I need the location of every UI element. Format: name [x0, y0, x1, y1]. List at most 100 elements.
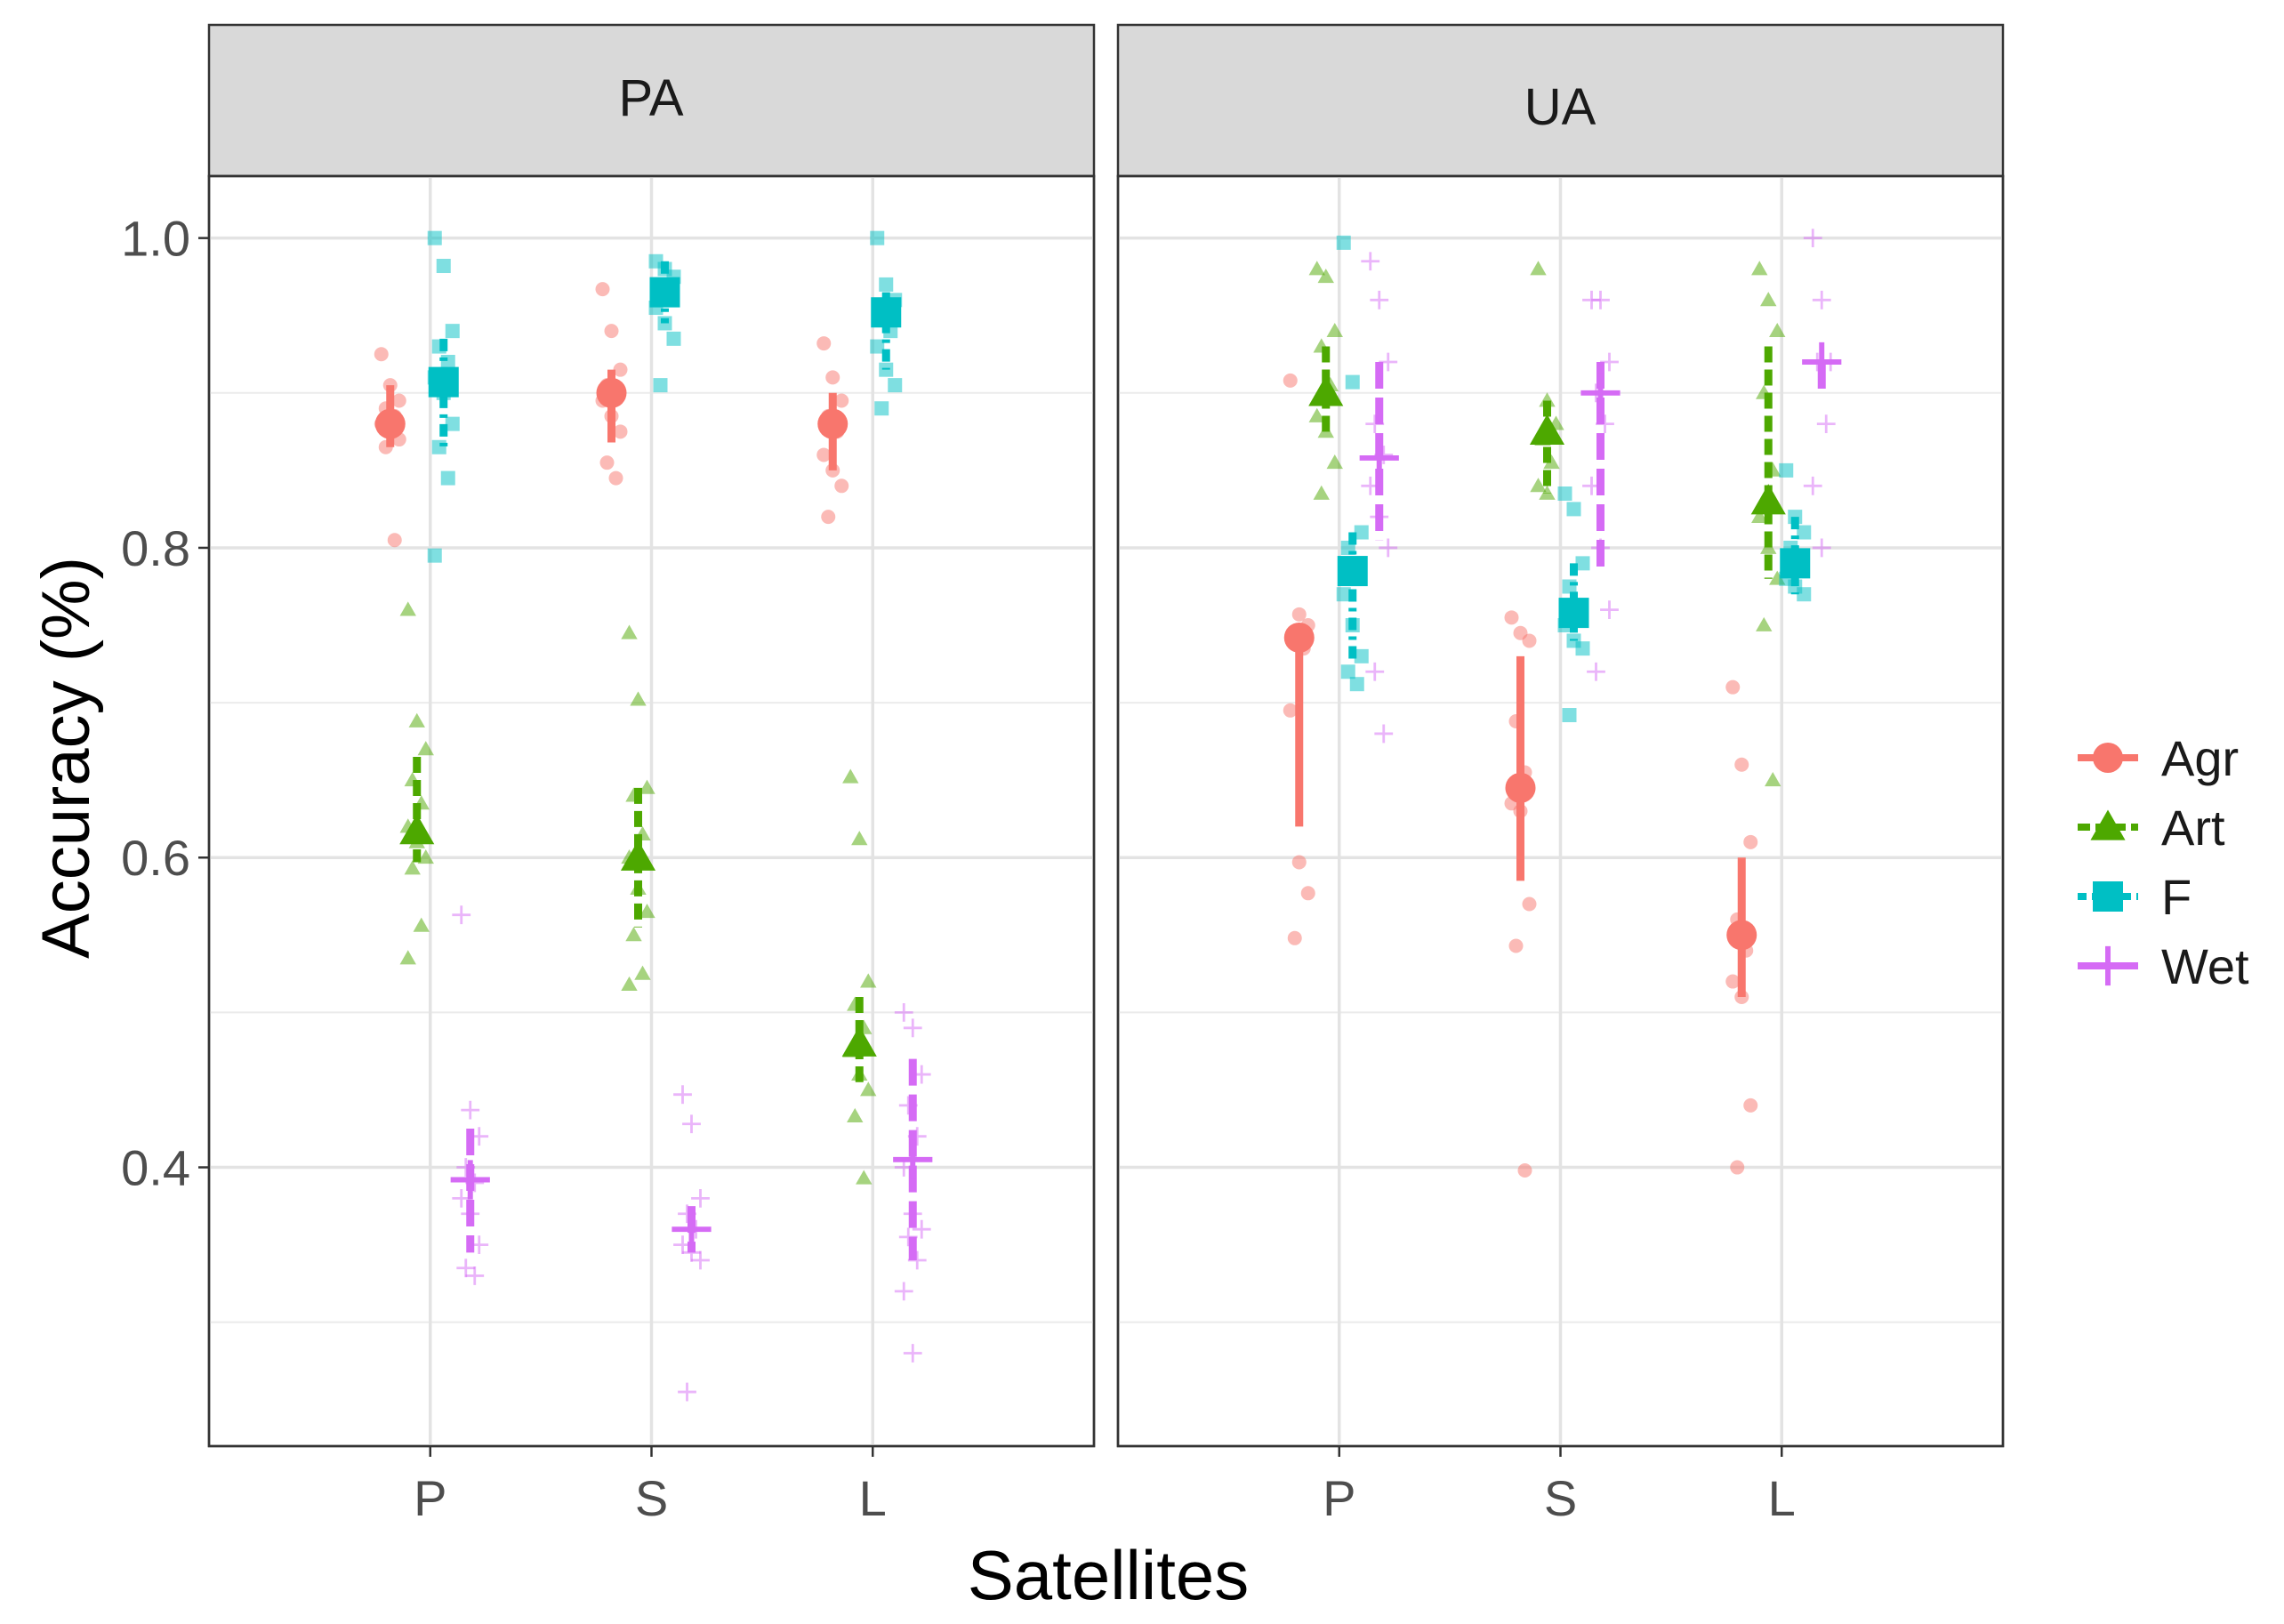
data-point-agr: [1283, 703, 1298, 718]
legend-key-agr: [2093, 743, 2123, 773]
data-point-art: [1539, 392, 1556, 407]
data-point-wet: [894, 1282, 913, 1301]
data-point-f: [1797, 525, 1812, 540]
mean-marker-art: [620, 840, 656, 871]
data-point-f: [440, 354, 455, 369]
mean-marker-agr: [596, 377, 627, 408]
data-point-wet: [1379, 538, 1398, 558]
data-point-agr: [595, 282, 610, 297]
data-point-wet: [1370, 290, 1389, 310]
data-point-art: [621, 976, 638, 991]
data-point-wet: [691, 1188, 710, 1208]
data-point-wet: [1812, 290, 1831, 310]
mean-marker-agr: [817, 408, 848, 439]
data-point-wet: [456, 1258, 476, 1278]
data-point-wet: [452, 905, 471, 925]
data-point-f: [440, 470, 455, 486]
data-point-wet: [461, 1100, 480, 1120]
data-point-agr: [613, 424, 628, 439]
data-point-art: [639, 779, 655, 794]
data-point-agr: [1522, 633, 1537, 648]
data-point-wet: [1803, 229, 1822, 248]
data-point-f: [1354, 525, 1369, 540]
x-tick-label: L: [859, 1470, 887, 1526]
data-point-art: [399, 601, 416, 616]
data-point-agr: [1504, 610, 1519, 625]
legend-key-f: [2093, 881, 2123, 912]
data-point-f: [436, 259, 451, 274]
data-point-agr: [821, 510, 836, 525]
data-point-f: [1779, 462, 1794, 478]
data-point-f: [431, 439, 446, 454]
data-point-art: [851, 831, 868, 846]
mean-marker-f: [1780, 548, 1811, 579]
data-point-wet: [452, 1188, 471, 1208]
data-point-f: [427, 230, 442, 245]
data-point-agr: [391, 393, 406, 408]
legend-item-wet: Wet: [2078, 938, 2249, 994]
mean-marker-wet: [672, 1210, 712, 1250]
y-tick-label: 1.0: [121, 211, 190, 267]
data-point-wet: [912, 1219, 931, 1239]
mean-marker-wet: [1802, 342, 1842, 382]
data-point-art: [1326, 322, 1343, 338]
mean-marker-art: [399, 814, 435, 845]
data-point-art: [1769, 322, 1786, 338]
data-point-wet: [903, 1344, 922, 1363]
data-point-art: [625, 927, 642, 942]
data-point-agr: [1522, 896, 1537, 912]
data-point-f: [1575, 641, 1590, 656]
data-point-agr: [1287, 930, 1302, 945]
data-point-art: [634, 965, 651, 980]
data-point-art: [630, 691, 647, 706]
data-point-wet: [1591, 290, 1610, 310]
data-point-art: [1313, 485, 1330, 500]
data-point-agr: [1291, 607, 1307, 622]
data-point-art: [417, 741, 434, 756]
data-point-agr: [1517, 1163, 1532, 1178]
data-point-agr: [834, 478, 849, 494]
panel-strip: [1116, 23, 2005, 178]
mean-marker-wet: [893, 1139, 933, 1179]
gridlines: [1118, 176, 2003, 1446]
data-point-agr: [816, 336, 832, 351]
data-point-f: [427, 548, 442, 563]
y-tick-label: 0.8: [121, 520, 190, 576]
panel-pa: PA P S L: [207, 23, 1096, 1526]
data-point-art: [1765, 771, 1781, 787]
mean-marker-agr: [374, 408, 406, 439]
mean-marker-art: [841, 1025, 877, 1057]
data-point-agr: [387, 533, 402, 548]
data-point-art: [1760, 292, 1777, 307]
data-point-f: [1797, 587, 1812, 602]
mean-marker-f: [649, 277, 680, 308]
data-point-wet: [691, 1250, 710, 1270]
data-point-art: [1539, 485, 1556, 500]
data-point-art: [1530, 478, 1547, 493]
data-point-wet: [1374, 724, 1394, 744]
data-point-art: [860, 1081, 877, 1097]
mean-marker-f: [1337, 556, 1368, 587]
data-point-art: [639, 903, 655, 919]
legend-key-wet: [2087, 945, 2128, 986]
x-tick-label: P: [1323, 1470, 1355, 1526]
data-point-wet: [678, 1382, 696, 1402]
y-axis-title: Accuracy (%): [28, 557, 104, 959]
data-point-art: [1751, 261, 1768, 276]
x-axis-title: Satellites: [968, 1536, 1250, 1614]
mean-marker-f: [1558, 598, 1589, 629]
mean-marker-agr: [1283, 622, 1315, 653]
data-point-art: [847, 1107, 864, 1122]
data-point-agr: [613, 362, 628, 377]
panel-ua: UA P S L: [1116, 23, 2005, 1526]
data-point-agr: [1730, 1160, 1745, 1175]
mean-marker-wet: [1580, 373, 1621, 413]
mean-marker-f: [871, 297, 902, 328]
data-point-art: [408, 712, 425, 728]
data-point-f: [874, 401, 889, 416]
data-point-agr: [825, 370, 840, 385]
legend: Agr Art F Wet: [2078, 730, 2249, 994]
data-point-art: [1326, 454, 1343, 470]
data-point-wet: [1816, 414, 1836, 434]
data-point-art: [1308, 407, 1325, 422]
